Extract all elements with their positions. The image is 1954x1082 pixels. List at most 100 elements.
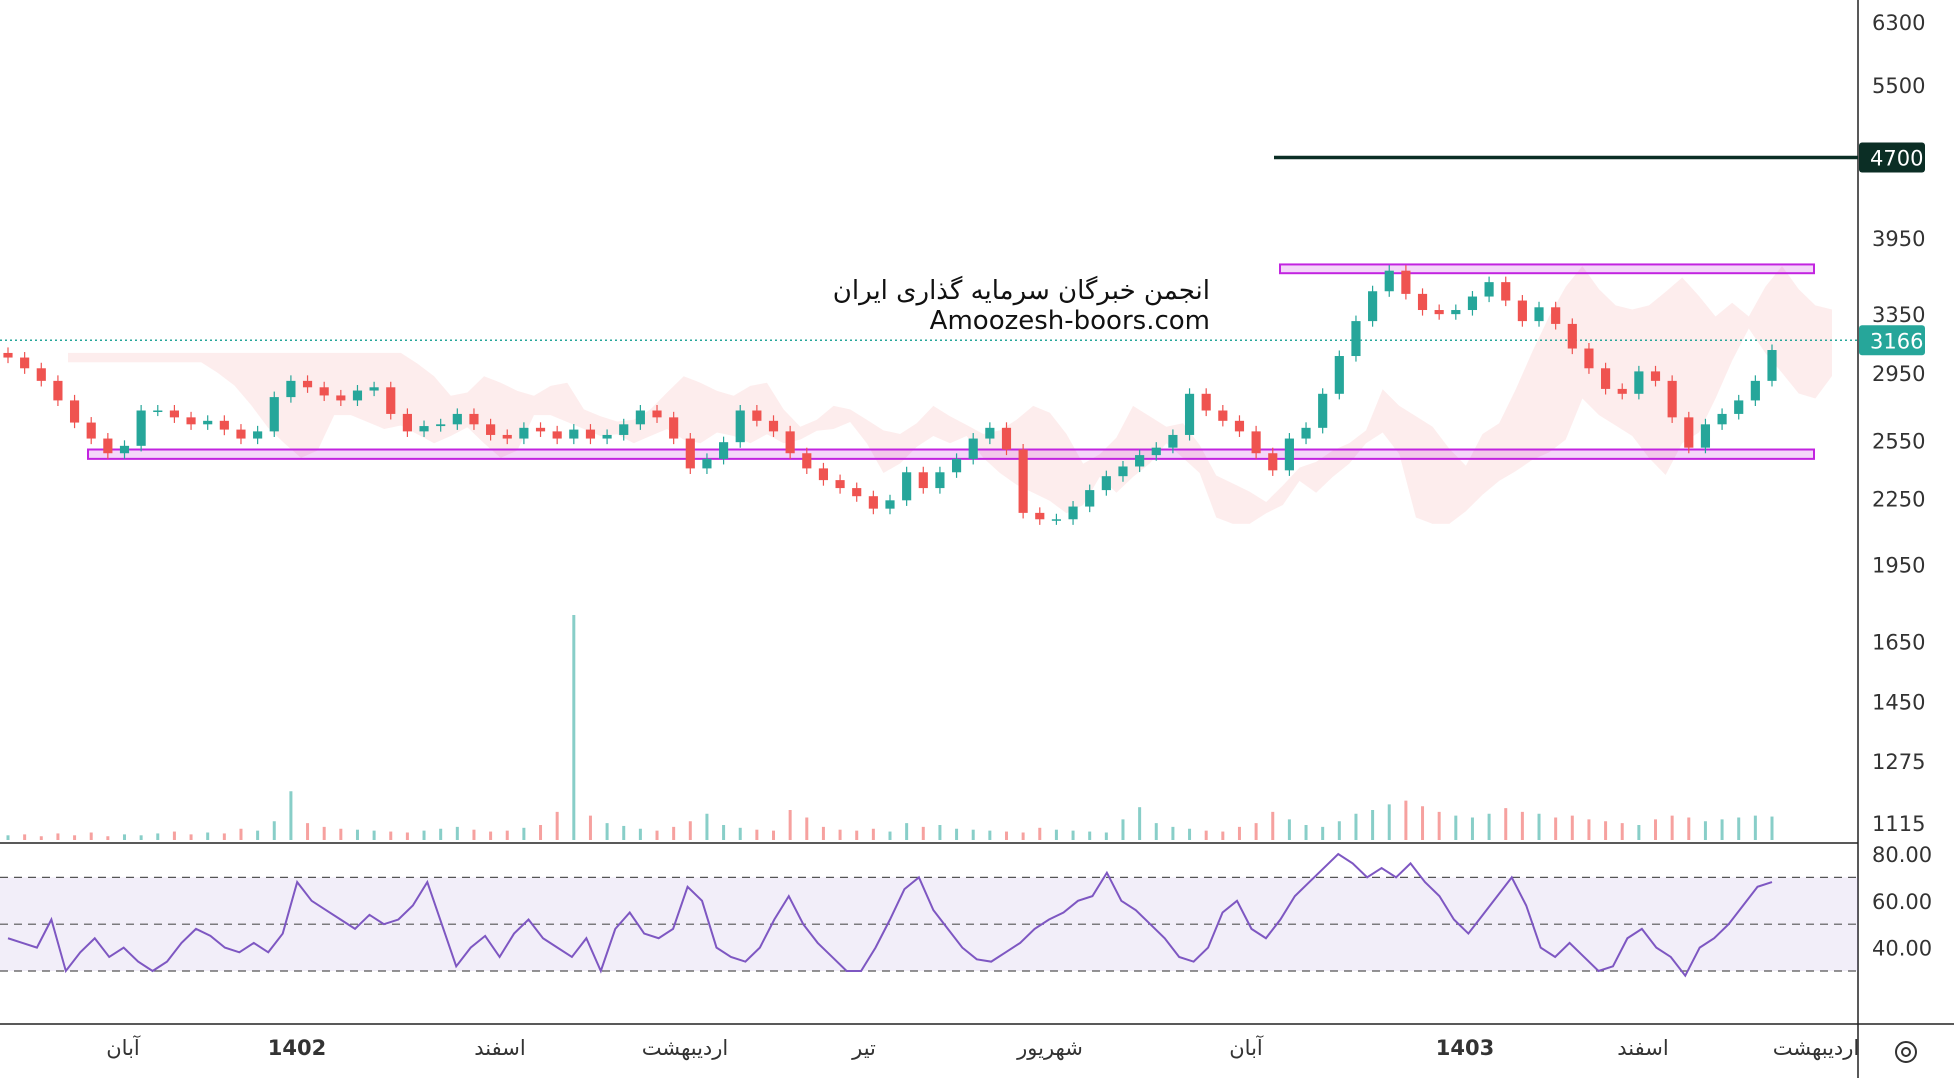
volume-bar [1054, 829, 1058, 840]
candle-body [352, 390, 363, 401]
watermark-line1: انجمن خبرگان سرمایه گذاری ایران [832, 276, 1210, 306]
volume-bar [1487, 813, 1491, 840]
volume-bar [1654, 819, 1658, 840]
volume-bar [1670, 815, 1674, 840]
candle-body [885, 500, 895, 509]
candle-body [752, 410, 762, 421]
price-tick-label: 1950 [1872, 553, 1925, 577]
volume-bar [1520, 811, 1524, 840]
volume-bar [555, 811, 559, 840]
volume-bar [638, 828, 642, 840]
candle-body [1467, 296, 1478, 311]
candle-body [1201, 393, 1211, 411]
candle-body [868, 496, 878, 509]
watermark-line2: Amoozesh-boors.com [929, 306, 1210, 336]
candle-body [486, 424, 496, 435]
candle-body [1035, 512, 1045, 520]
volume-bar [722, 825, 726, 840]
volume-bar [1537, 813, 1541, 840]
candle-body [852, 488, 862, 497]
volume-bar [1038, 827, 1042, 840]
volume-bar [522, 827, 526, 840]
time-tick-label: اردیبهشت [1773, 1036, 1860, 1060]
candle-body [1118, 466, 1128, 477]
candle-body [1218, 410, 1228, 421]
candle-body [719, 442, 729, 459]
price-tick-label: 2550 [1872, 429, 1925, 453]
volume-bar [89, 832, 93, 840]
volume-bar [1088, 831, 1092, 840]
rsi-tick-label: 60.00 [1872, 890, 1932, 914]
volume-bar [1554, 817, 1558, 840]
volume-bar [1304, 825, 1308, 840]
volume-bar [1237, 826, 1241, 840]
candle-body [1700, 424, 1711, 448]
volume-bar [1188, 828, 1192, 840]
volume-bar [56, 833, 60, 840]
volume-bar [1454, 815, 1458, 840]
volume-bar [122, 834, 126, 840]
volume-bar [306, 823, 310, 840]
candle-body [419, 426, 429, 432]
candle-body [1667, 380, 1677, 418]
candle-body [1534, 307, 1544, 322]
volume-bar [1104, 832, 1108, 840]
volume-bar [1387, 804, 1391, 840]
price-tick-label: 6300 [1872, 11, 1925, 35]
candle-body [1434, 310, 1444, 315]
volume-bar [1703, 821, 1707, 840]
candle-body [1184, 393, 1195, 435]
volume-bar [1321, 826, 1325, 840]
volume-bar [805, 817, 809, 840]
settings-gear-icon[interactable] [1888, 1034, 1924, 1070]
volume-bar [106, 836, 110, 840]
volume-bar [372, 830, 376, 840]
candle-body [1268, 453, 1278, 471]
price-tick-label: 3350 [1872, 303, 1925, 327]
candle-body [1151, 447, 1161, 456]
volume-bar [472, 829, 476, 840]
candle-body [1301, 427, 1311, 439]
candle-body [1551, 307, 1561, 324]
candle-body [1051, 519, 1061, 521]
candle-body [1334, 356, 1344, 394]
time-tick-label: آبان [106, 1035, 141, 1060]
candle-body [452, 413, 462, 425]
volume-bar [788, 810, 792, 840]
volume-bar [422, 830, 426, 840]
volume-bar [1138, 807, 1142, 840]
volume-bar [1404, 800, 1408, 840]
volume-bar [156, 833, 160, 840]
volume-bar [189, 834, 193, 840]
volume-bar [139, 835, 143, 840]
volume-bar [39, 836, 43, 840]
candle-body [1717, 413, 1727, 425]
candle-body [1517, 300, 1527, 322]
time-tick-label: تیر [851, 1036, 876, 1060]
volume-bar [389, 831, 393, 840]
volume-bar [871, 828, 875, 840]
time-tick-label: 1403 [1436, 1036, 1494, 1060]
candle-body [1101, 476, 1111, 491]
candle-body [203, 420, 213, 425]
candle-body [1617, 388, 1627, 394]
time-tick-label: اردیبهشت [642, 1036, 729, 1060]
candle-body [1401, 270, 1411, 294]
price-tick-label: 1275 [1872, 750, 1925, 774]
volume-bar [838, 829, 842, 840]
volume-bar [688, 821, 692, 840]
volume-bar [1421, 806, 1425, 840]
volume-bar [738, 827, 742, 840]
candle-body [918, 472, 928, 489]
volume-bar [1470, 817, 1474, 840]
candle-body [319, 387, 329, 396]
volume-bar [1720, 819, 1724, 840]
time-tick-label: 1402 [268, 1036, 326, 1060]
volume-bar [439, 828, 443, 840]
volume-bar [1604, 821, 1608, 840]
volume-bar [405, 832, 409, 840]
volume-bar [1587, 819, 1591, 840]
volume-bar [1004, 831, 1008, 840]
rsi-tick-label: 80.00 [1872, 843, 1932, 867]
